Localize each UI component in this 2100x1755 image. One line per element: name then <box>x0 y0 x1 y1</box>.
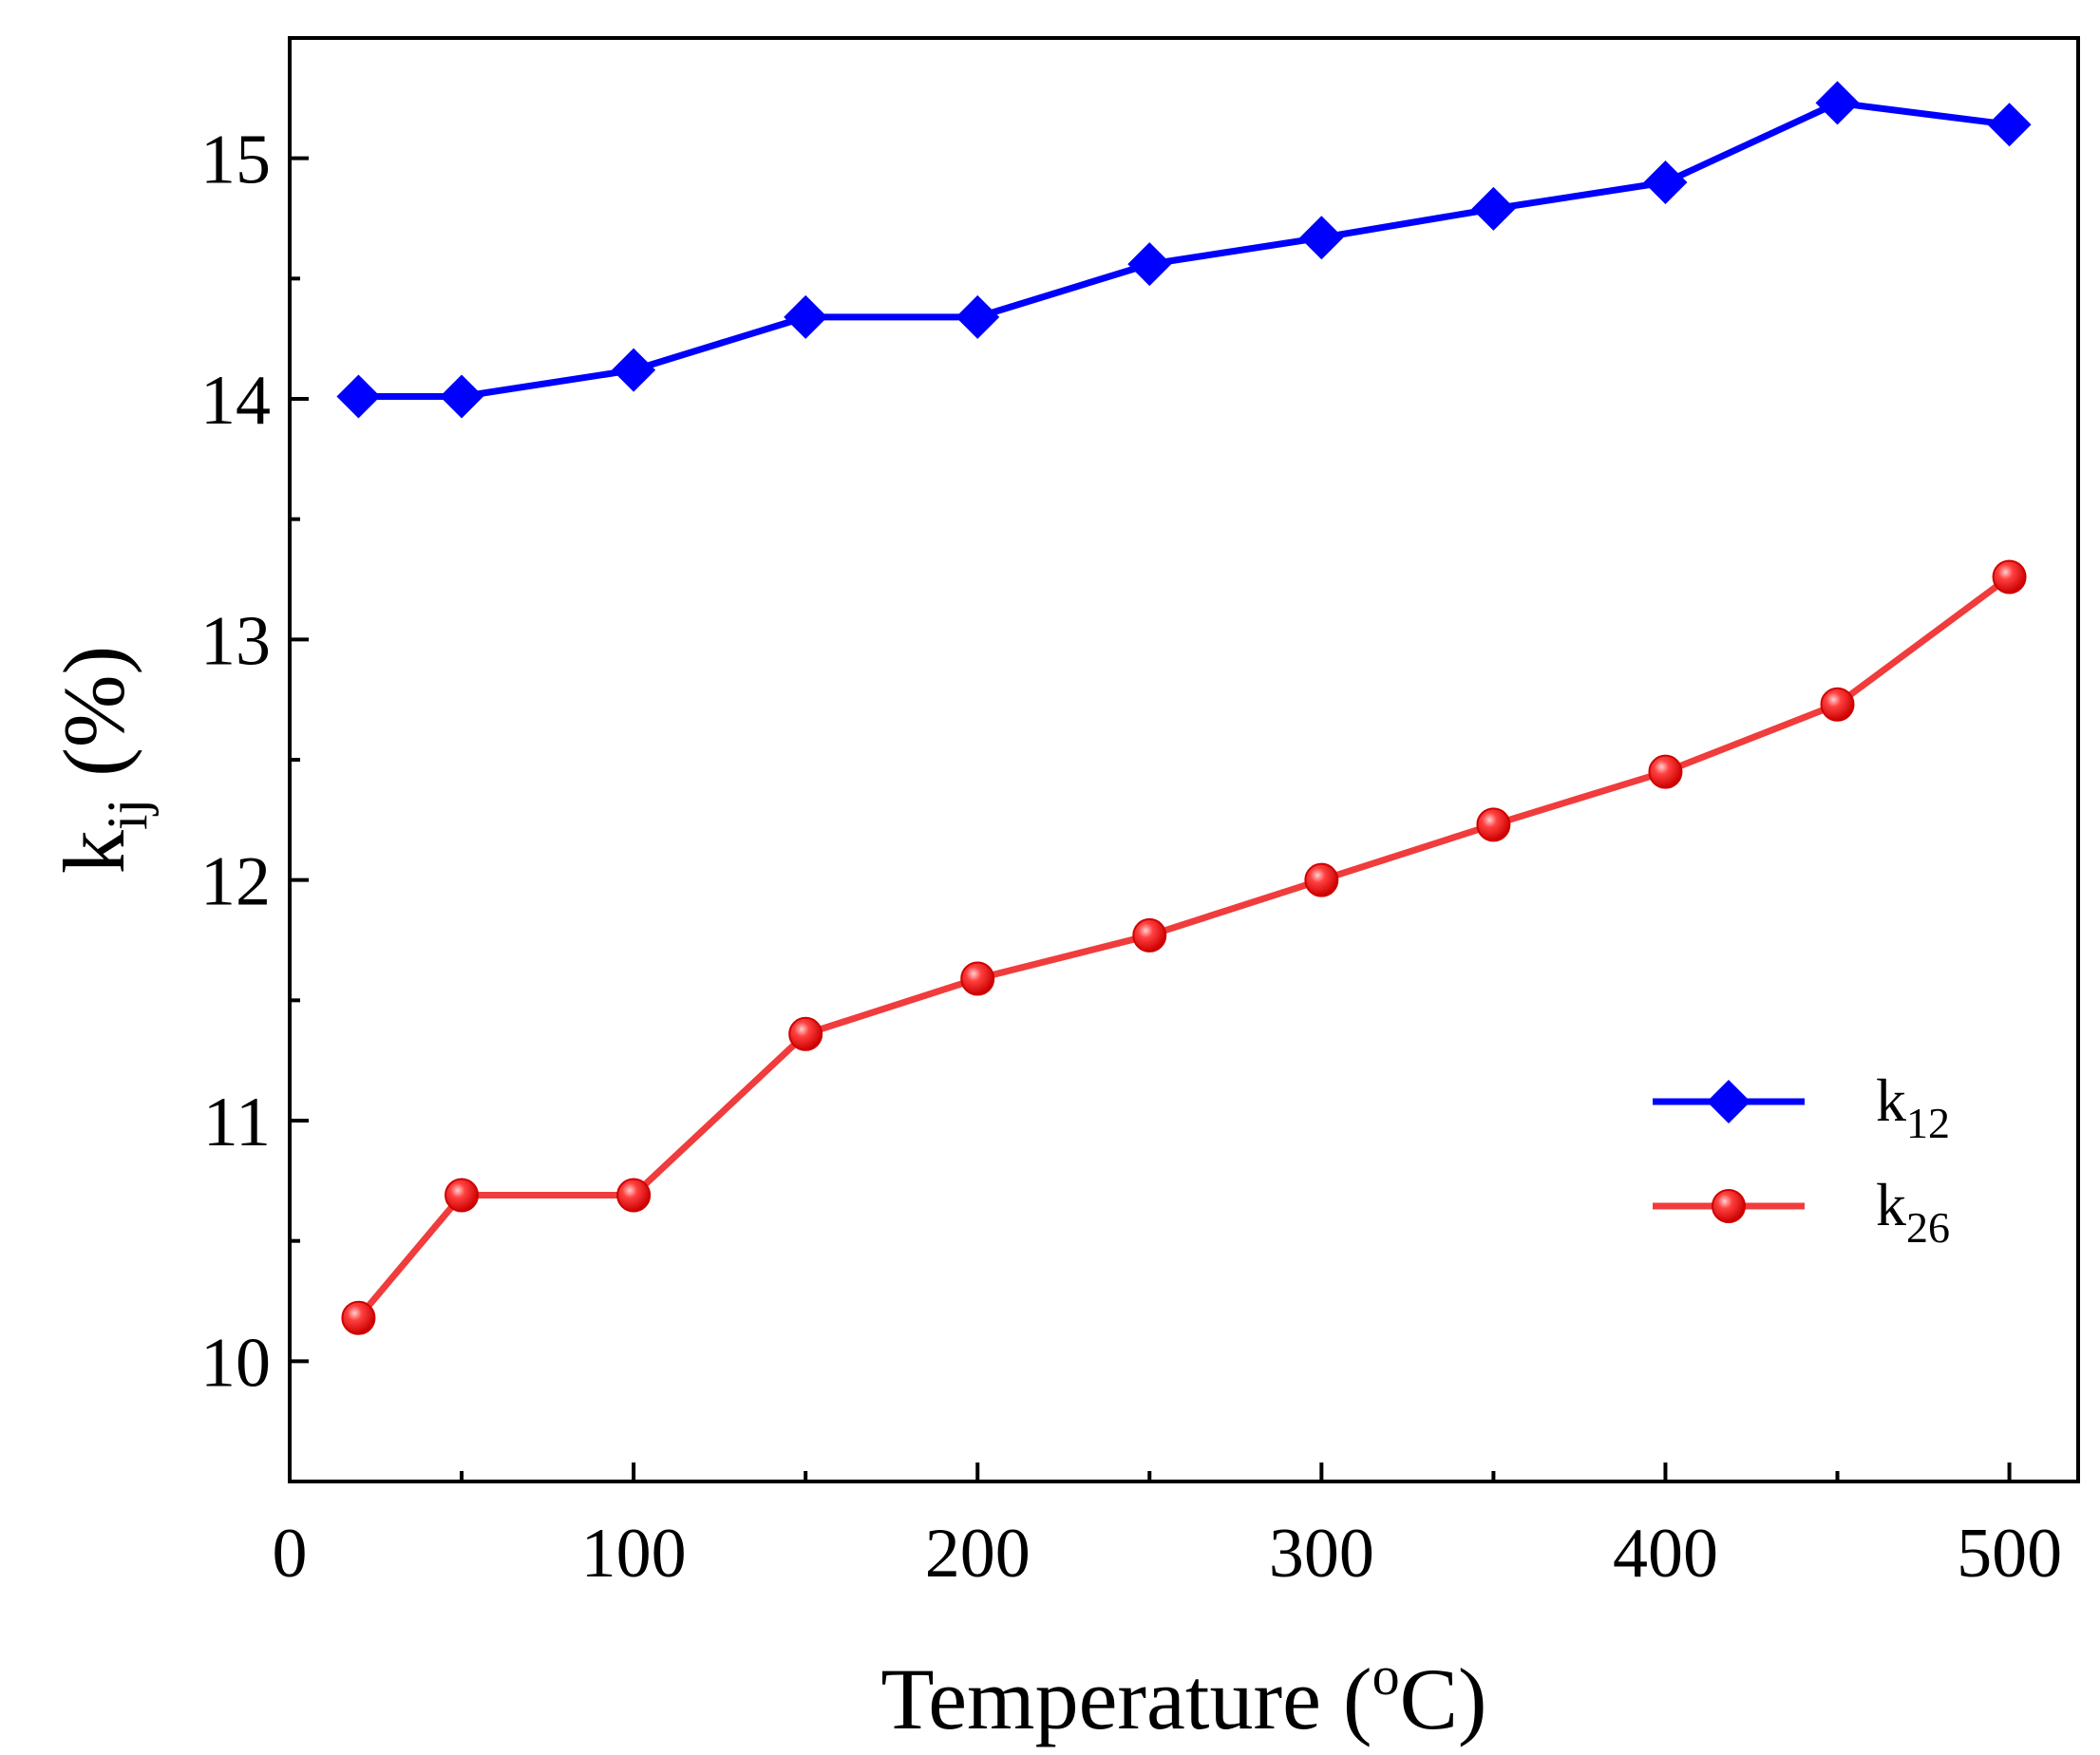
series-line-k12 <box>358 99 2011 400</box>
data-point-k26 <box>1648 754 1683 789</box>
data-point-k12 <box>784 294 828 339</box>
data-point-k26 <box>1132 917 1167 953</box>
legend-item-k12: k12 <box>1653 1066 1950 1147</box>
data-point-k12 <box>1643 160 1688 204</box>
data-point-k12 <box>1815 81 1860 125</box>
data-point-k12 <box>612 348 656 392</box>
legend-marker <box>1712 1189 1746 1223</box>
x-tick-label: 0 <box>273 1515 308 1593</box>
data-point-k26 <box>1820 687 1855 722</box>
data-point-k12 <box>1987 103 2032 147</box>
data-point-k26 <box>1476 807 1511 842</box>
x-tick-label: 200 <box>925 1515 1031 1593</box>
series-k12 <box>336 81 2032 419</box>
data-point-k26 <box>960 961 995 996</box>
x-tick-label: 400 <box>1613 1515 1718 1593</box>
series-k26 <box>341 559 2027 1335</box>
y-tick-label: 15 <box>200 122 271 199</box>
legend-label: k26 <box>1876 1171 1950 1252</box>
legend-label: k12 <box>1876 1066 1950 1147</box>
x-tick-label: 100 <box>581 1515 687 1593</box>
y-tick-label: 10 <box>200 1324 271 1402</box>
y-tick-label: 12 <box>200 843 271 921</box>
data-point-k12 <box>336 374 381 419</box>
y-tick-label: 13 <box>200 602 271 680</box>
y-tick-label: 14 <box>200 362 271 440</box>
x-axis-title: Temperature (oC) <box>880 1645 1486 1747</box>
plot-frame <box>288 36 2080 1483</box>
data-point-k26 <box>341 1300 376 1335</box>
data-point-k26 <box>1304 862 1339 897</box>
data-point-k12 <box>1299 216 1344 260</box>
data-point-k12 <box>1471 186 1516 231</box>
y-axis-title: kij (%) <box>46 646 159 874</box>
data-point-k26 <box>1992 559 2027 594</box>
data-point-k12 <box>955 294 1000 339</box>
y-tick-label: 11 <box>203 1084 271 1161</box>
data-point-k26 <box>616 1178 652 1213</box>
legend-marker <box>1707 1080 1750 1123</box>
data-point-k26 <box>445 1178 480 1213</box>
x-tick-label: 500 <box>1957 1515 2062 1593</box>
x-tick-label: 300 <box>1269 1515 1374 1593</box>
data-point-k26 <box>788 1016 823 1051</box>
data-point-k12 <box>440 374 484 419</box>
data-point-k12 <box>1127 242 1172 287</box>
legend-item-k26: k26 <box>1653 1171 1950 1252</box>
